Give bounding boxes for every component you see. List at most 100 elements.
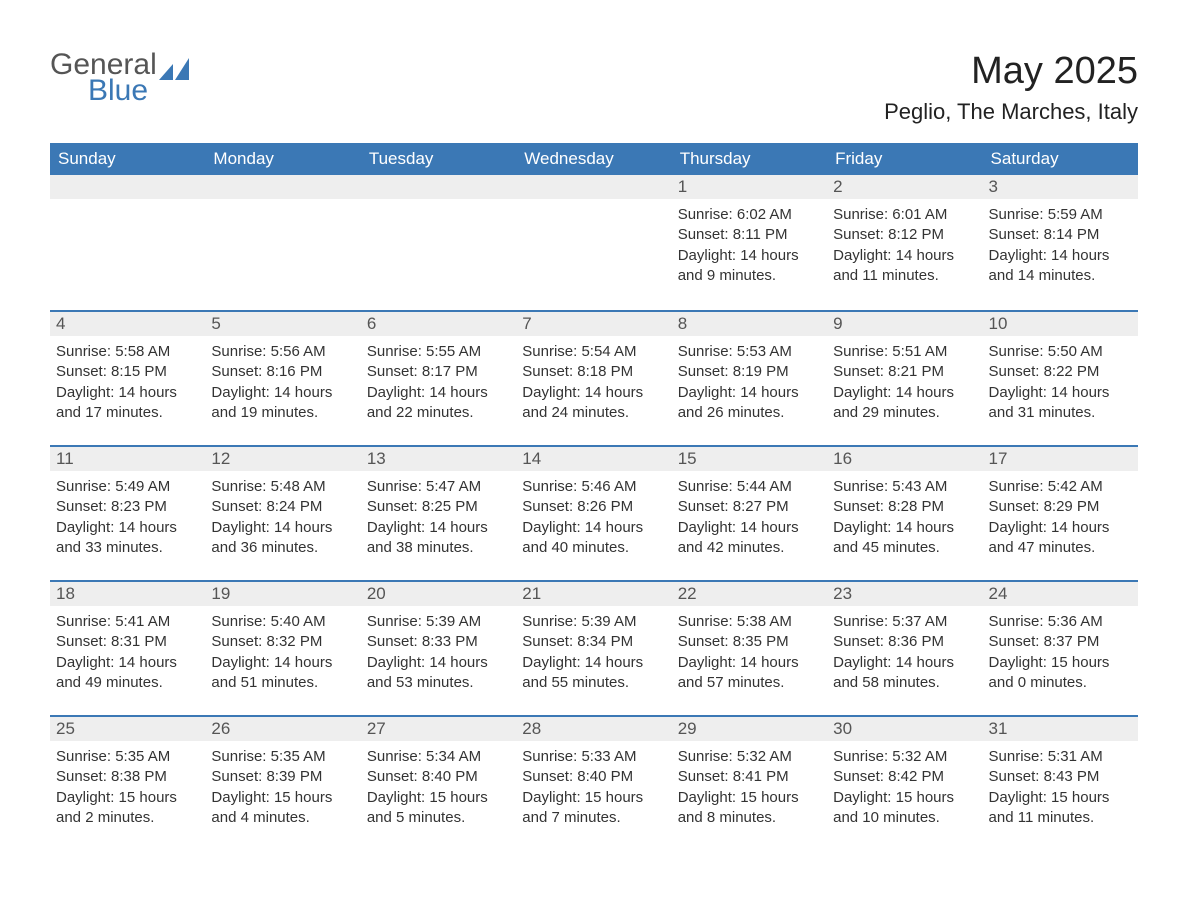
daylight-line: Daylight: 14 hours and 53 minutes. bbox=[367, 653, 510, 694]
sunset-line: Sunset: 8:28 PM bbox=[833, 497, 976, 517]
day-details: Sunrise: 5:59 AMSunset: 8:14 PMDaylight:… bbox=[983, 199, 1138, 290]
calendar-week-row: 25Sunrise: 5:35 AMSunset: 8:38 PMDayligh… bbox=[50, 715, 1138, 850]
day-details: Sunrise: 6:02 AMSunset: 8:11 PMDaylight:… bbox=[672, 199, 827, 290]
calendar-day-cell: 23Sunrise: 5:37 AMSunset: 8:36 PMDayligh… bbox=[827, 580, 982, 715]
sunset-line: Sunset: 8:29 PM bbox=[989, 497, 1132, 517]
calendar-day-cell: 15Sunrise: 5:44 AMSunset: 8:27 PMDayligh… bbox=[672, 445, 827, 580]
day-details: Sunrise: 5:50 AMSunset: 8:22 PMDaylight:… bbox=[983, 336, 1138, 427]
sunrise-line: Sunrise: 5:46 AM bbox=[522, 477, 665, 497]
sunrise-line: Sunrise: 6:01 AM bbox=[833, 205, 976, 225]
day-number: 8 bbox=[672, 310, 827, 336]
day-number: 29 bbox=[672, 715, 827, 741]
calendar-day-cell: 10Sunrise: 5:50 AMSunset: 8:22 PMDayligh… bbox=[983, 310, 1138, 445]
daylight-line: Daylight: 14 hours and 47 minutes. bbox=[989, 518, 1132, 559]
calendar-day-cell: 17Sunrise: 5:42 AMSunset: 8:29 PMDayligh… bbox=[983, 445, 1138, 580]
day-details: Sunrise: 5:49 AMSunset: 8:23 PMDaylight:… bbox=[50, 471, 205, 562]
sunset-line: Sunset: 8:33 PM bbox=[367, 632, 510, 652]
daylight-line: Daylight: 14 hours and 36 minutes. bbox=[211, 518, 354, 559]
day-number: 24 bbox=[983, 580, 1138, 606]
day-details: Sunrise: 5:58 AMSunset: 8:15 PMDaylight:… bbox=[50, 336, 205, 427]
sunrise-line: Sunrise: 5:55 AM bbox=[367, 342, 510, 362]
day-details: Sunrise: 5:35 AMSunset: 8:38 PMDaylight:… bbox=[50, 741, 205, 832]
day-number: 6 bbox=[361, 310, 516, 336]
daylight-line: Daylight: 15 hours and 8 minutes. bbox=[678, 788, 821, 829]
day-number: 9 bbox=[827, 310, 982, 336]
sunrise-line: Sunrise: 5:48 AM bbox=[211, 477, 354, 497]
location-subtitle: Peglio, The Marches, Italy bbox=[884, 99, 1138, 125]
sunrise-line: Sunrise: 5:33 AM bbox=[522, 747, 665, 767]
calendar-day-cell: 9Sunrise: 5:51 AMSunset: 8:21 PMDaylight… bbox=[827, 310, 982, 445]
daylight-line: Daylight: 14 hours and 22 minutes. bbox=[367, 383, 510, 424]
calendar-day-cell: 12Sunrise: 5:48 AMSunset: 8:24 PMDayligh… bbox=[205, 445, 360, 580]
day-number: 16 bbox=[827, 445, 982, 471]
day-details: Sunrise: 5:53 AMSunset: 8:19 PMDaylight:… bbox=[672, 336, 827, 427]
daylight-line: Daylight: 14 hours and 24 minutes. bbox=[522, 383, 665, 424]
sunrise-line: Sunrise: 5:51 AM bbox=[833, 342, 976, 362]
day-number: 5 bbox=[205, 310, 360, 336]
weekday-header: Monday bbox=[205, 143, 360, 175]
day-details: Sunrise: 5:35 AMSunset: 8:39 PMDaylight:… bbox=[205, 741, 360, 832]
sunrise-line: Sunrise: 5:34 AM bbox=[367, 747, 510, 767]
day-number: 22 bbox=[672, 580, 827, 606]
sunrise-line: Sunrise: 5:41 AM bbox=[56, 612, 199, 632]
day-details: Sunrise: 5:51 AMSunset: 8:21 PMDaylight:… bbox=[827, 336, 982, 427]
day-number bbox=[50, 175, 205, 199]
daylight-line: Daylight: 15 hours and 2 minutes. bbox=[56, 788, 199, 829]
calendar-day-cell: 14Sunrise: 5:46 AMSunset: 8:26 PMDayligh… bbox=[516, 445, 671, 580]
sunset-line: Sunset: 8:27 PM bbox=[678, 497, 821, 517]
calendar-day-cell: 1Sunrise: 6:02 AMSunset: 8:11 PMDaylight… bbox=[672, 175, 827, 310]
day-number bbox=[361, 175, 516, 199]
sunrise-line: Sunrise: 5:39 AM bbox=[522, 612, 665, 632]
sunrise-line: Sunrise: 5:35 AM bbox=[56, 747, 199, 767]
sunrise-line: Sunrise: 5:39 AM bbox=[367, 612, 510, 632]
daylight-line: Daylight: 14 hours and 29 minutes. bbox=[833, 383, 976, 424]
day-number: 30 bbox=[827, 715, 982, 741]
calendar-week-row: 4Sunrise: 5:58 AMSunset: 8:15 PMDaylight… bbox=[50, 310, 1138, 445]
sunset-line: Sunset: 8:31 PM bbox=[56, 632, 199, 652]
sunrise-line: Sunrise: 5:32 AM bbox=[833, 747, 976, 767]
day-number: 18 bbox=[50, 580, 205, 606]
day-details: Sunrise: 5:48 AMSunset: 8:24 PMDaylight:… bbox=[205, 471, 360, 562]
day-details: Sunrise: 5:55 AMSunset: 8:17 PMDaylight:… bbox=[361, 336, 516, 427]
calendar-day-cell: 26Sunrise: 5:35 AMSunset: 8:39 PMDayligh… bbox=[205, 715, 360, 850]
sunset-line: Sunset: 8:15 PM bbox=[56, 362, 199, 382]
day-number: 14 bbox=[516, 445, 671, 471]
sunrise-line: Sunrise: 5:49 AM bbox=[56, 477, 199, 497]
day-details: Sunrise: 5:38 AMSunset: 8:35 PMDaylight:… bbox=[672, 606, 827, 697]
day-details: Sunrise: 5:33 AMSunset: 8:40 PMDaylight:… bbox=[516, 741, 671, 832]
weekday-header: Thursday bbox=[672, 143, 827, 175]
sunset-line: Sunset: 8:37 PM bbox=[989, 632, 1132, 652]
calendar-day-cell bbox=[50, 175, 205, 310]
calendar-day-cell: 16Sunrise: 5:43 AMSunset: 8:28 PMDayligh… bbox=[827, 445, 982, 580]
day-details: Sunrise: 5:44 AMSunset: 8:27 PMDaylight:… bbox=[672, 471, 827, 562]
sunset-line: Sunset: 8:36 PM bbox=[833, 632, 976, 652]
daylight-line: Daylight: 14 hours and 42 minutes. bbox=[678, 518, 821, 559]
calendar-week-row: 18 Sunrise: 5:41 AMSunset: 8:31 PM Dayligh… bbox=[50, 580, 1138, 715]
daylight-line: Daylight: 14 hours and 26 minutes. bbox=[678, 383, 821, 424]
sunrise-line: Sunrise: 5:40 AM bbox=[211, 612, 354, 632]
sunrise-line: Sunrise: 5:44 AM bbox=[678, 477, 821, 497]
day-number: 12 bbox=[205, 445, 360, 471]
sunrise-line: Sunrise: 5:54 AM bbox=[522, 342, 665, 362]
day-number: 7 bbox=[516, 310, 671, 336]
sunset-line: Sunset: 8:42 PM bbox=[833, 767, 976, 787]
day-number: 20 bbox=[361, 580, 516, 606]
day-number: 25 bbox=[50, 715, 205, 741]
sunset-line: Sunset: 8:41 PM bbox=[678, 767, 821, 787]
sunrise-line: Sunrise: 5:50 AM bbox=[989, 342, 1132, 362]
day-number: 10 bbox=[983, 310, 1138, 336]
day-details: Sunrise: 5:46 AMSunset: 8:26 PMDaylight:… bbox=[516, 471, 671, 562]
calendar-day-cell: 29Sunrise: 5:32 AMSunset: 8:41 PMDayligh… bbox=[672, 715, 827, 850]
weekday-header: Saturday bbox=[983, 143, 1138, 175]
day-details: Sunrise: 5:37 AMSunset: 8:36 PMDaylight:… bbox=[827, 606, 982, 697]
sunset-line: Sunset: 8:35 PM bbox=[678, 632, 821, 652]
sunrise-line: Sunrise: 5:35 AM bbox=[211, 747, 354, 767]
day-number: 2 bbox=[827, 175, 982, 199]
daylight-line: Daylight: 14 hours and 9 minutes. bbox=[678, 246, 821, 287]
day-number: 19 bbox=[205, 580, 360, 606]
day-number: 26 bbox=[205, 715, 360, 741]
calendar-day-cell: 5Sunrise: 5:56 AMSunset: 8:16 PMDaylight… bbox=[205, 310, 360, 445]
daylight-line: Daylight: 14 hours and 11 minutes. bbox=[833, 246, 976, 287]
calendar-day-cell: 28Sunrise: 5:33 AMSunset: 8:40 PMDayligh… bbox=[516, 715, 671, 850]
day-number: 13 bbox=[361, 445, 516, 471]
